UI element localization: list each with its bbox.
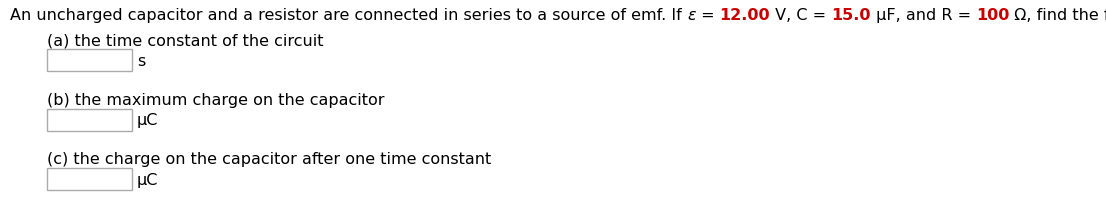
Text: ε: ε [687, 8, 696, 23]
Text: V, C =: V, C = [770, 8, 831, 23]
Text: μC: μC [137, 113, 158, 128]
Text: An uncharged capacitor and a resistor are connected in series to a source of emf: An uncharged capacitor and a resistor ar… [10, 8, 687, 23]
Text: =: = [696, 8, 719, 23]
Text: (a) the time constant of the circuit: (a) the time constant of the circuit [46, 33, 323, 48]
Text: (c) the charge on the capacitor after one time constant: (c) the charge on the capacitor after on… [46, 151, 491, 166]
Text: (b) the maximum charge on the capacitor: (b) the maximum charge on the capacitor [46, 93, 385, 108]
Text: 12.00: 12.00 [719, 8, 770, 23]
Text: μF, and R =: μF, and R = [870, 8, 975, 23]
Text: 15.0: 15.0 [831, 8, 870, 23]
Text: μC: μC [137, 172, 158, 187]
Text: s: s [137, 53, 145, 68]
Text: Ω, find the following:: Ω, find the following: [1010, 8, 1106, 23]
Text: 100: 100 [975, 8, 1010, 23]
